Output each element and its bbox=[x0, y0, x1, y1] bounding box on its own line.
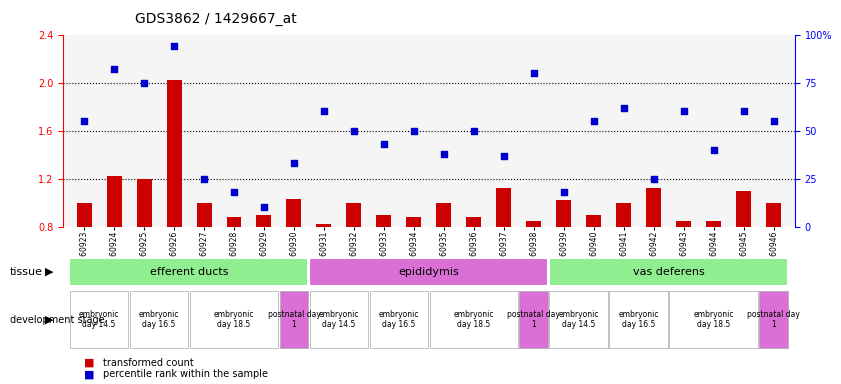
Text: embryonic
day 18.5: embryonic day 18.5 bbox=[694, 310, 734, 329]
Bar bbox=[70, 291, 128, 348]
Point bbox=[407, 127, 420, 134]
Point bbox=[737, 108, 750, 114]
Text: epididymis: epididymis bbox=[399, 266, 459, 277]
Bar bbox=[377, 215, 391, 323]
Bar bbox=[706, 220, 722, 323]
Text: efferent ducts: efferent ducts bbox=[150, 266, 228, 277]
Bar bbox=[586, 215, 601, 323]
Point bbox=[527, 70, 541, 76]
Bar bbox=[189, 291, 278, 348]
Bar bbox=[610, 291, 668, 348]
Text: vas deferens: vas deferens bbox=[633, 266, 705, 277]
Text: embryonic
day 16.5: embryonic day 16.5 bbox=[619, 310, 659, 329]
Bar bbox=[766, 203, 781, 323]
Text: embryonic
day 14.5: embryonic day 14.5 bbox=[79, 310, 119, 329]
Point bbox=[378, 141, 391, 147]
Point bbox=[557, 189, 570, 195]
Bar bbox=[430, 291, 518, 348]
Point bbox=[617, 104, 631, 111]
Text: embryonic
day 16.5: embryonic day 16.5 bbox=[378, 310, 419, 329]
Point bbox=[108, 66, 121, 72]
Point bbox=[137, 79, 151, 86]
Point bbox=[467, 127, 480, 134]
Point bbox=[317, 108, 331, 114]
Bar bbox=[520, 291, 547, 348]
Bar bbox=[669, 291, 758, 348]
Text: percentile rank within the sample: percentile rank within the sample bbox=[103, 369, 267, 379]
Text: embryonic
day 14.5: embryonic day 14.5 bbox=[558, 310, 599, 329]
Text: postnatal day
1: postnatal day 1 bbox=[507, 310, 560, 329]
Text: embryonic
day 14.5: embryonic day 14.5 bbox=[319, 310, 359, 329]
Bar bbox=[136, 179, 151, 323]
Point bbox=[497, 152, 510, 159]
Bar bbox=[647, 188, 661, 323]
Text: ■: ■ bbox=[84, 358, 94, 368]
Bar bbox=[759, 291, 787, 348]
Bar bbox=[77, 203, 92, 323]
Point bbox=[167, 43, 181, 49]
Bar bbox=[467, 217, 481, 323]
Text: transformed count: transformed count bbox=[103, 358, 193, 368]
Point bbox=[227, 189, 241, 195]
Bar bbox=[676, 220, 691, 323]
Point bbox=[647, 175, 660, 182]
Text: embryonic
day 18.5: embryonic day 18.5 bbox=[453, 310, 495, 329]
Text: ▶: ▶ bbox=[45, 314, 53, 325]
Bar bbox=[257, 215, 272, 323]
Text: development stage: development stage bbox=[10, 314, 105, 325]
Point bbox=[767, 118, 780, 124]
Point bbox=[198, 175, 211, 182]
Bar bbox=[316, 224, 331, 323]
Point bbox=[257, 204, 271, 210]
Bar bbox=[436, 203, 452, 323]
Text: embryonic
day 16.5: embryonic day 16.5 bbox=[139, 310, 179, 329]
Text: postnatal day
1: postnatal day 1 bbox=[748, 310, 800, 329]
Bar bbox=[279, 291, 308, 348]
Bar bbox=[346, 203, 362, 323]
Point bbox=[437, 151, 451, 157]
Point bbox=[707, 147, 721, 153]
Bar bbox=[226, 217, 241, 323]
Point bbox=[347, 127, 361, 134]
Bar bbox=[309, 258, 547, 286]
Bar bbox=[130, 291, 188, 348]
Bar bbox=[197, 203, 211, 323]
Bar bbox=[309, 291, 368, 348]
Text: GDS3862 / 1429667_at: GDS3862 / 1429667_at bbox=[135, 12, 296, 25]
Point bbox=[288, 160, 301, 166]
Bar bbox=[287, 199, 301, 323]
Text: tissue: tissue bbox=[10, 266, 43, 277]
Bar bbox=[406, 217, 421, 323]
Text: ■: ■ bbox=[84, 369, 94, 379]
Bar bbox=[549, 291, 608, 348]
Bar bbox=[69, 258, 308, 286]
Bar bbox=[557, 200, 571, 323]
Point bbox=[77, 118, 91, 124]
Bar bbox=[736, 190, 751, 323]
Bar bbox=[167, 80, 182, 323]
Bar bbox=[616, 203, 632, 323]
Bar bbox=[549, 258, 787, 286]
Bar bbox=[107, 176, 122, 323]
Text: embryonic
day 18.5: embryonic day 18.5 bbox=[214, 310, 254, 329]
Point bbox=[677, 108, 690, 114]
Text: ▶: ▶ bbox=[45, 266, 53, 277]
Bar bbox=[526, 220, 542, 323]
Bar bbox=[369, 291, 428, 348]
Bar bbox=[496, 188, 511, 323]
Point bbox=[587, 118, 600, 124]
Text: postnatal day
1: postnatal day 1 bbox=[267, 310, 320, 329]
